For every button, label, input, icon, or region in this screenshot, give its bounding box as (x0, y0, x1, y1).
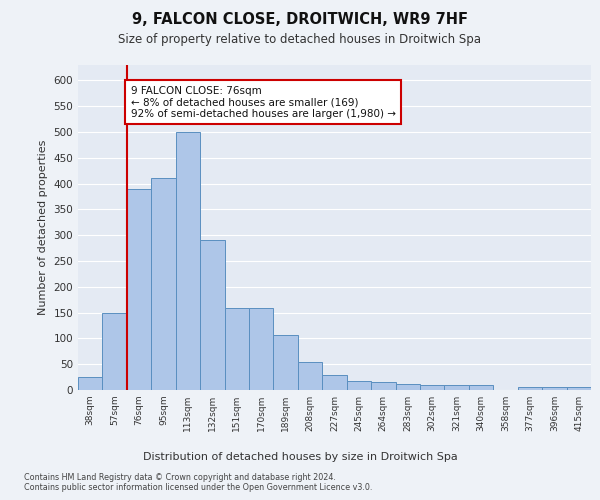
Bar (103, 312, 127, 390)
Bar (542, 387, 566, 390)
Bar (469, 386, 493, 390)
Bar (298, 362, 322, 390)
Bar (371, 382, 395, 390)
Bar (566, 387, 591, 390)
Bar (420, 386, 445, 390)
Bar (518, 387, 542, 390)
Text: Distribution of detached houses by size in Droitwich Spa: Distribution of detached houses by size … (143, 452, 457, 462)
Bar (445, 386, 469, 390)
Bar (347, 380, 371, 390)
Bar (127, 189, 151, 390)
Text: 9, FALCON CLOSE, DROITWICH, WR9 7HF: 9, FALCON CLOSE, DROITWICH, WR9 7HF (132, 12, 468, 28)
Bar (322, 374, 347, 390)
Text: 9 FALCON CLOSE: 76sqm
← 8% of detached houses are smaller (169)
92% of semi-deta: 9 FALCON CLOSE: 76sqm ← 8% of detached h… (131, 86, 395, 119)
Text: Size of property relative to detached houses in Droitwich Spa: Size of property relative to detached ho… (119, 32, 482, 46)
Text: Contains HM Land Registry data © Crown copyright and database right 2024.
Contai: Contains HM Land Registry data © Crown c… (24, 472, 373, 492)
Bar (176, 132, 200, 390)
Y-axis label: Number of detached properties: Number of detached properties (38, 140, 48, 315)
Bar (395, 384, 420, 390)
Bar (224, 308, 249, 390)
Bar (249, 308, 274, 390)
Bar (274, 335, 298, 390)
Bar (200, 240, 224, 390)
Bar (78, 377, 103, 390)
Bar (151, 178, 176, 390)
